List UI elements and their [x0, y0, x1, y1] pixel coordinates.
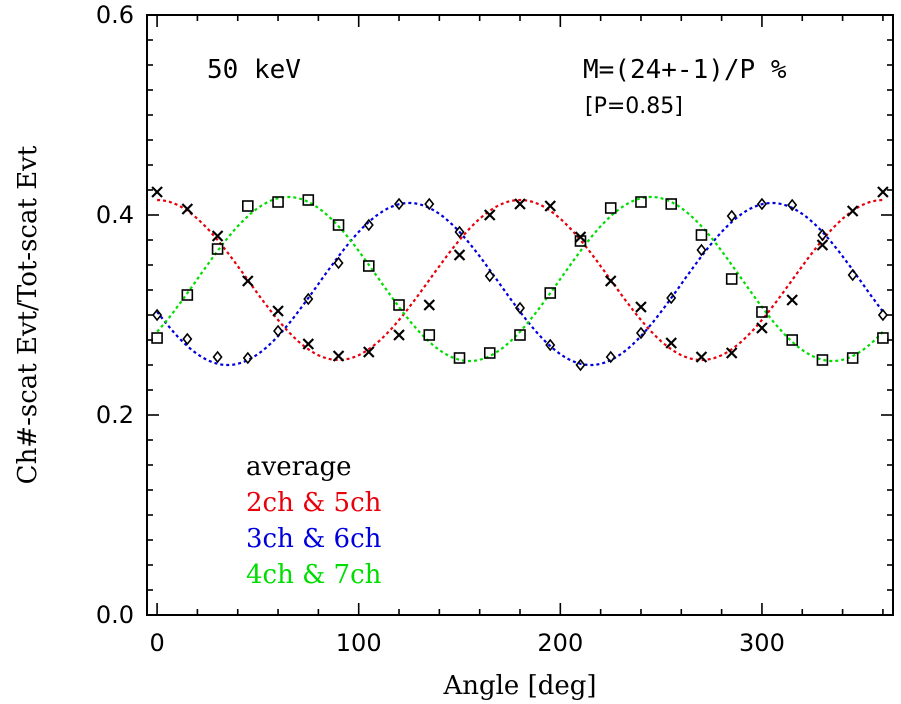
- fit-curve-square: [156, 195, 884, 363]
- legend-entry-average: average: [246, 452, 352, 482]
- data-point-cross: [423, 299, 436, 311]
- data-point-square: [786, 334, 798, 346]
- data-point-cross: [604, 275, 617, 287]
- energy-annotation: 50 keV: [207, 55, 301, 85]
- data-point-cross: [363, 346, 375, 358]
- data-point-cross: [514, 198, 526, 210]
- data-point-square: [756, 306, 768, 318]
- data-point-square: [695, 229, 708, 241]
- data-point-cross: [574, 231, 587, 243]
- legend-entry-2ch-5ch: 2ch & 5ch: [246, 488, 382, 518]
- data-point-diamond: [545, 338, 556, 352]
- data-point-square: [453, 352, 466, 364]
- x-tick-label: 100: [336, 629, 382, 657]
- data-point-cross: [272, 305, 284, 317]
- data-markers: [151, 186, 889, 372]
- data-point-square: [725, 273, 738, 285]
- data-point-square: [272, 196, 284, 208]
- data-point-square: [544, 287, 557, 299]
- data-point-square: [816, 354, 829, 366]
- data-point-cross: [393, 329, 405, 341]
- data-point-diamond: [756, 197, 767, 211]
- data-point-diamond: [273, 324, 284, 338]
- data-point-diamond: [726, 209, 737, 223]
- data-point-diamond: [242, 351, 253, 365]
- data-point-diamond: [787, 198, 798, 212]
- data-point-square: [242, 200, 254, 212]
- data-point-diamond: [152, 308, 163, 322]
- data-point-diamond: [575, 358, 586, 372]
- x-tick-label: 200: [537, 629, 583, 657]
- data-point-square: [423, 329, 436, 341]
- y-tick-label: 0.0: [96, 601, 134, 629]
- data-point-diamond: [847, 268, 858, 282]
- data-point-square: [362, 260, 375, 272]
- data-point-cross: [877, 186, 889, 198]
- modulation-annotation: M=(24+-1)/P %: [583, 55, 787, 85]
- data-point-diamond: [454, 225, 465, 239]
- data-point-diamond: [333, 256, 344, 270]
- data-point-square: [151, 332, 163, 344]
- data-point-diamond: [635, 326, 646, 340]
- legend-entry-3ch-6ch: 3ch & 6ch: [246, 524, 382, 554]
- data-point-diamond: [484, 269, 495, 283]
- legend-entry-4ch-7ch: 4ch & 7ch: [246, 560, 382, 590]
- data-point-diamond: [696, 243, 707, 257]
- data-point-square: [846, 352, 859, 364]
- y-tick-label: 0.6: [96, 1, 134, 29]
- data-point-cross: [846, 205, 859, 217]
- data-point-cross: [453, 249, 466, 261]
- polarization-annotation: [P=0.85]: [585, 94, 683, 119]
- data-point-diamond: [363, 218, 374, 232]
- data-point-square: [665, 198, 678, 210]
- data-point-diamond: [817, 228, 828, 242]
- data-point-square: [574, 235, 587, 247]
- data-point-cross: [544, 200, 557, 212]
- data-point-diamond: [605, 350, 616, 364]
- data-point-cross: [725, 347, 738, 359]
- data-point-square: [877, 332, 889, 344]
- y-axis-label: Ch#-scat Evt/Tot-scat Evt: [13, 145, 43, 484]
- data-point-cross: [211, 230, 224, 242]
- x-axis-label: Angle [deg]: [442, 671, 596, 701]
- x-tick-label: 0: [149, 629, 164, 657]
- data-point-cross: [151, 186, 163, 198]
- data-point-cross: [181, 203, 194, 215]
- data-point-diamond: [303, 292, 314, 306]
- data-point-square: [393, 299, 405, 311]
- data-point-cross: [635, 301, 647, 313]
- data-point-square: [635, 196, 647, 208]
- x-tick-label: 300: [739, 629, 785, 657]
- y-tick-label: 0.2: [96, 401, 134, 429]
- data-point-cross: [816, 239, 829, 251]
- data-point-cross: [332, 350, 345, 362]
- data-point-cross: [483, 209, 496, 221]
- y-tick-label: 0.4: [96, 201, 134, 229]
- data-point-diamond: [182, 332, 193, 346]
- data-point-diamond: [212, 350, 223, 364]
- fit-curve-cross: [157, 198, 883, 362]
- data-point-square: [181, 289, 194, 301]
- legend: average 2ch & 5ch 3ch & 6ch 4ch & 7ch: [246, 452, 382, 590]
- data-point-square: [302, 194, 315, 206]
- data-point-square: [514, 329, 526, 341]
- axis-ticks: [147, 14, 893, 616]
- data-point-diamond: [877, 308, 888, 322]
- data-point-cross: [786, 294, 798, 306]
- data-point-diamond: [666, 291, 677, 305]
- tick-labels: 0 100 200 300 0.0 0.2 0.4 0.6: [96, 1, 785, 657]
- data-point-diamond: [514, 301, 526, 315]
- data-point-cross: [665, 337, 677, 349]
- data-point-cross: [302, 338, 315, 350]
- data-point-square: [604, 202, 617, 214]
- data-point-cross: [242, 275, 254, 287]
- data-point-diamond: [424, 197, 435, 211]
- data-point-square: [332, 219, 345, 231]
- data-point-cross: [695, 351, 708, 363]
- data-point-square: [211, 243, 224, 255]
- data-point-diamond: [394, 197, 405, 211]
- data-point-square: [483, 347, 496, 359]
- data-point-cross: [756, 322, 768, 334]
